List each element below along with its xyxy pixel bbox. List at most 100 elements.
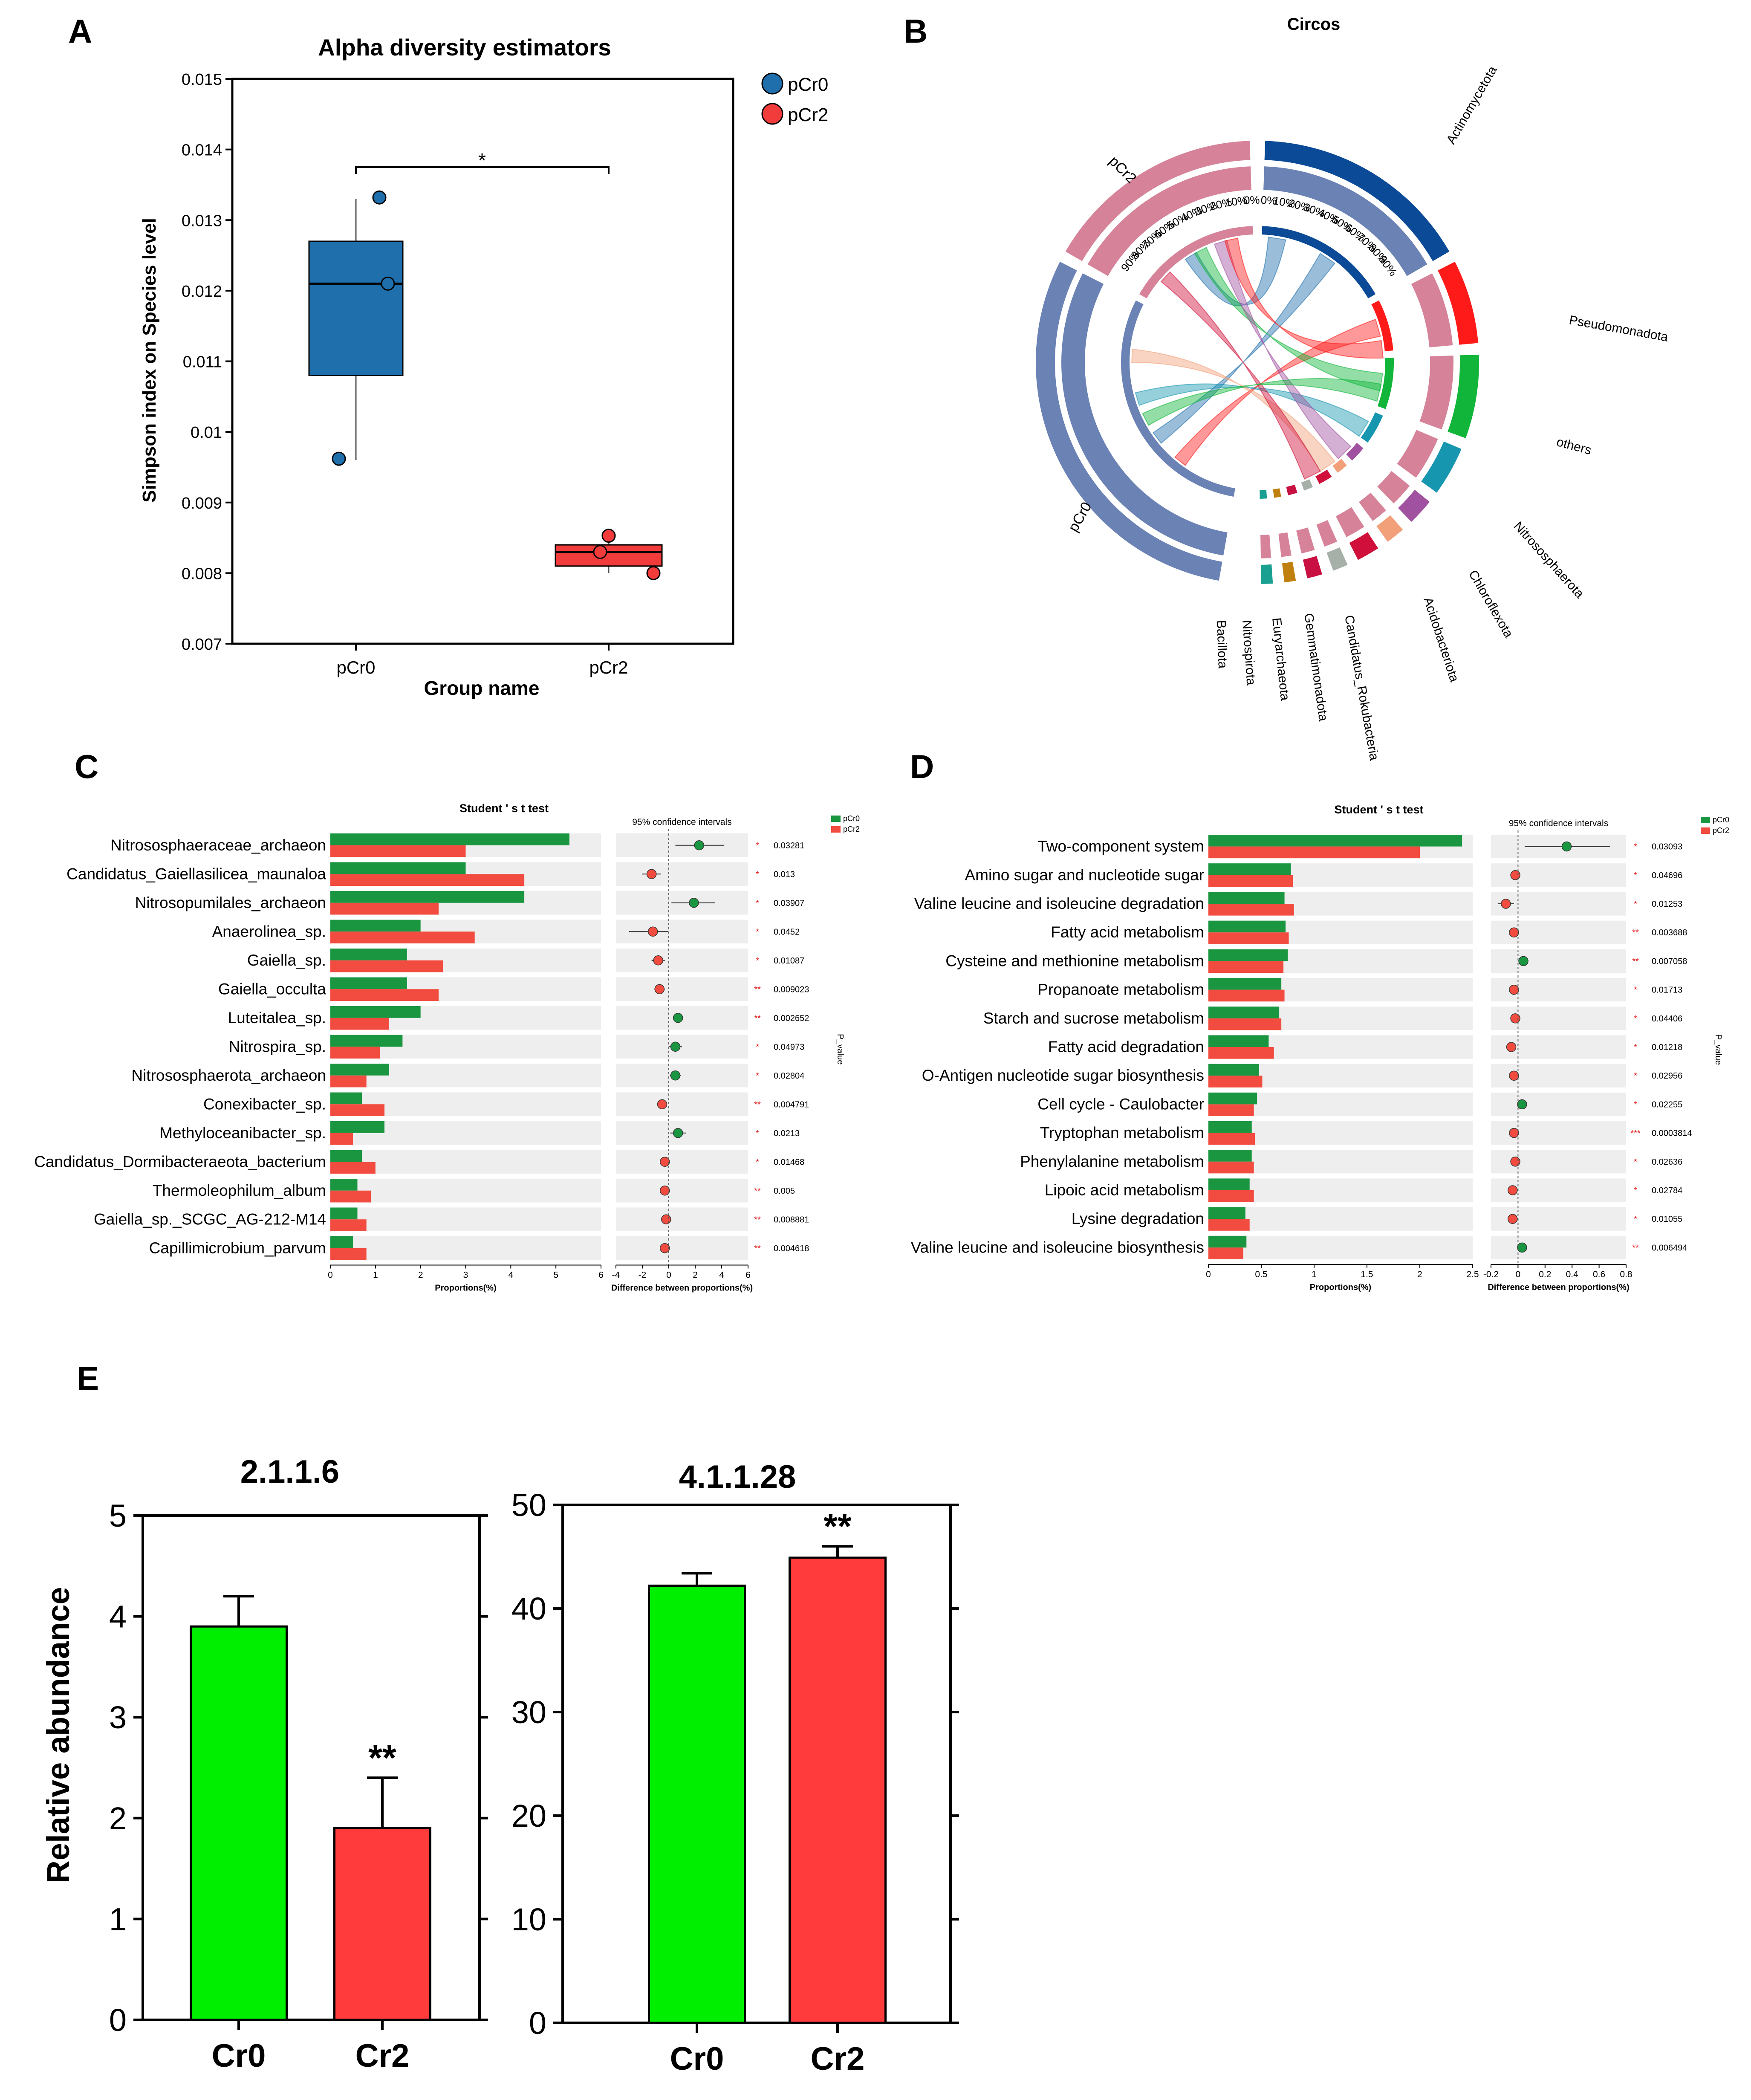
- circos-percent-tick: 10%: [1225, 194, 1248, 209]
- row-background: [330, 1207, 601, 1231]
- bar-pcr2: [330, 1219, 367, 1231]
- diff-point: [1509, 984, 1519, 995]
- ttest-title: Student ' s t test: [1335, 803, 1424, 816]
- bar-pcr2: [330, 1047, 380, 1059]
- row-label: Gaiella_occulta: [218, 980, 326, 998]
- x-tick-label: Cr0: [670, 2041, 724, 2077]
- p-stars: **: [1632, 928, 1639, 937]
- p-stars: *: [756, 841, 759, 850]
- diff-point: [1517, 1099, 1527, 1110]
- bar-pcr2: [330, 1104, 384, 1116]
- row-background: [616, 1179, 748, 1203]
- p-stars: *: [1634, 900, 1637, 909]
- circos-phylum-inner: [1335, 507, 1364, 537]
- p-stars: **: [754, 1244, 761, 1253]
- p-value: 0.01713: [1652, 986, 1682, 995]
- p-stars: *: [756, 1129, 759, 1138]
- p-value: 0.02636: [1652, 1157, 1682, 1167]
- p-value: 0.04973: [774, 1042, 804, 1052]
- panel-a-plot-area: 0.007 0.008 0.009 0.01 0.011 0.012 0.013 0.014 0…: [182, 71, 734, 677]
- legend-pcr2-label: pCr2: [843, 825, 860, 833]
- legend-pcr0-marker: [761, 72, 783, 95]
- bar-Cr0: [190, 1625, 288, 2021]
- bar-pcr0: [330, 862, 466, 874]
- p-value: 0.02784: [1652, 1186, 1682, 1195]
- bar-pcr2: [330, 845, 466, 857]
- significance-stars: **: [368, 1738, 396, 1778]
- panel-e-ylabel: Relative abundance: [40, 1587, 76, 1883]
- bar-pcr0: [1208, 1092, 1257, 1105]
- bar-pcr0: [330, 1150, 362, 1162]
- row-background: [1491, 1092, 1626, 1116]
- bar-Cr0: [648, 1585, 746, 2024]
- diff-point: [653, 955, 663, 966]
- circos-phylum-track: [1301, 479, 1313, 491]
- diff-point: [657, 1099, 667, 1109]
- circos-phylum-track: [1346, 443, 1364, 461]
- bar-pcr0: [330, 1121, 384, 1133]
- y-tick-label: 50: [511, 1487, 546, 1523]
- p-stars: *: [756, 870, 759, 879]
- p-value: 0.004791: [774, 1100, 809, 1109]
- right-x-label: Difference between proportions(%): [611, 1284, 753, 1293]
- x-tick-label: Cr0: [212, 2038, 266, 2074]
- bar-pcr2: [1208, 904, 1294, 916]
- row-label: Gaiella_sp.: [247, 952, 326, 969]
- bar-pcr2: [1208, 1161, 1254, 1174]
- bar-pcr0: [1208, 1035, 1269, 1047]
- diff-point: [1506, 1042, 1517, 1052]
- row-label: O-Antigen nucleotide sugar biosynthesis: [922, 1067, 1204, 1084]
- row-label: Luteitalea_sp.: [228, 1009, 326, 1027]
- panel-a-xlabel: Group name: [424, 677, 540, 699]
- circos-chord: [1135, 383, 1369, 437]
- p-value: 0.02804: [774, 1071, 804, 1081]
- x-tick-label: -0.2: [1483, 1270, 1499, 1279]
- p-value: 0.0452: [774, 927, 800, 937]
- diff-point: [1510, 1013, 1520, 1024]
- circos-phylum-arc: [1303, 556, 1323, 579]
- p-stars: *: [756, 1071, 759, 1081]
- bar-pcr0: [1208, 920, 1286, 933]
- x-tick-label: 0: [1206, 1270, 1211, 1279]
- diff-point: [1509, 1070, 1519, 1081]
- legend-pcr0-label: pCr0: [1713, 816, 1729, 824]
- x-tick-label: 0: [1516, 1270, 1521, 1279]
- y-tick-label: 0.01: [191, 424, 222, 442]
- bar-pcr2: [1208, 1247, 1243, 1259]
- bar-pcr0: [1208, 1235, 1247, 1248]
- y-tick-label: 2: [109, 1801, 127, 1836]
- p-value: 0.01253: [1652, 900, 1682, 909]
- row-label: Conexibacter_sp.: [203, 1095, 326, 1113]
- p-value: 0.03281: [774, 841, 804, 850]
- p-value: 0.03093: [1652, 842, 1682, 852]
- y-tick-label: 10: [511, 1902, 546, 1937]
- circos-phylum-track: [1286, 484, 1297, 495]
- circos-phylum-arc: [1448, 354, 1479, 438]
- x-tick-label: 0.5: [1255, 1270, 1267, 1279]
- bar-pcr0: [1208, 1121, 1252, 1133]
- circos-chord: [1160, 271, 1321, 480]
- x-tick-label: 6: [598, 1270, 604, 1280]
- circos-phylum-inner: [1263, 166, 1427, 276]
- p-value-axis-label: P_value: [835, 1034, 845, 1064]
- bar-pcr2: [1208, 1133, 1255, 1145]
- row-background: [616, 1207, 748, 1231]
- panel-letter-b: B: [904, 12, 928, 50]
- x-tick-label: -4: [612, 1270, 620, 1280]
- panel-d-ttest: Student ' s t test 95% confidence interva…: [911, 803, 1729, 1292]
- panel-a-legend: pCr0 pCr2: [761, 72, 828, 125]
- x-tick-label: 0.4: [1566, 1270, 1579, 1279]
- bar-pcr2: [330, 1190, 371, 1203]
- y-tick-label: 4: [109, 1599, 127, 1634]
- panel-letter-a: A: [68, 12, 92, 50]
- row-label: Starch and sucrose metabolism: [983, 1010, 1204, 1027]
- circos-phylum-label: Euryarchaeota: [1269, 617, 1292, 701]
- circos-phylum-track: [1262, 226, 1376, 298]
- p-stars: **: [754, 1186, 761, 1196]
- circos-phylum-inner: [1260, 535, 1271, 558]
- bar-pcr2: [1208, 1219, 1250, 1231]
- circos-phylum-inner: [1316, 520, 1338, 547]
- p-stars: **: [1632, 957, 1639, 966]
- circos-phylum-arc: [1438, 261, 1479, 345]
